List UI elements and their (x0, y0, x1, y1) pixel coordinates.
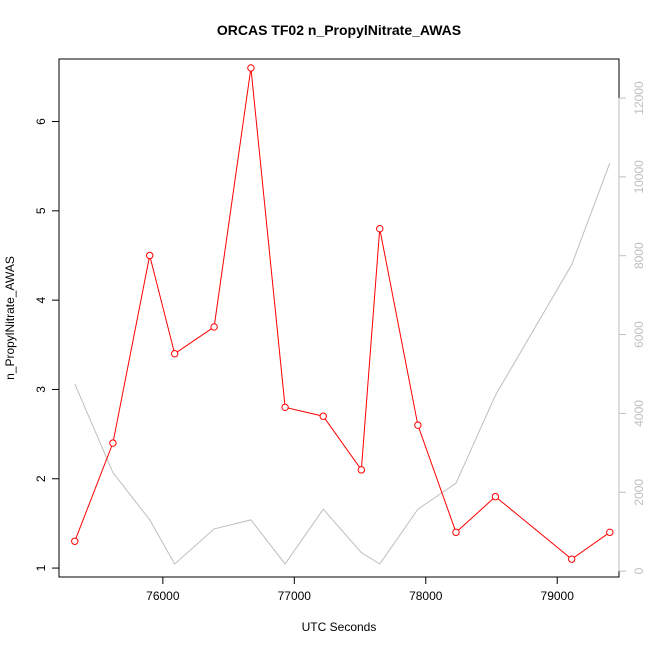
data-point (606, 528, 614, 537)
y2-tick-label: 12000 (632, 81, 646, 115)
y2-tick-label: 0 (632, 567, 646, 574)
x-tick-label: 76000 (146, 589, 180, 603)
data-point (109, 439, 117, 447)
y-tick-label: 3 (34, 386, 48, 393)
y-tick-label: 6 (34, 118, 48, 125)
plot-frame (58, 58, 620, 578)
y2-tick-label: 4000 (632, 400, 646, 427)
y-tick-label: 4 (34, 296, 48, 303)
x-axis: 76000 77000 78000 79000 (146, 576, 575, 603)
secondary-y-axis: 0 2000 4000 6000 8000 10000 12000 (618, 81, 646, 574)
data-point (414, 421, 422, 429)
data-point (146, 251, 154, 260)
series-layer (71, 64, 614, 565)
data-point (281, 403, 289, 412)
data-point (452, 528, 460, 537)
data-point (210, 323, 218, 331)
y2-tick-label: 8000 (632, 242, 646, 269)
y-tick-label: 1 (34, 564, 48, 571)
y2-tick-label: 10000 (632, 160, 646, 194)
x-tick-label: 79000 (541, 589, 575, 603)
x-tick-label: 77000 (278, 589, 312, 603)
y2-tick-label: 2000 (632, 479, 646, 506)
data-point (71, 537, 79, 545)
data-point (491, 492, 500, 501)
data-point (319, 412, 327, 420)
series-line (74, 67, 611, 560)
data-point (376, 224, 384, 233)
x-axis-label: UTC Seconds (302, 620, 377, 634)
y-tick-label: 2 (34, 475, 48, 482)
data-point (170, 350, 179, 358)
data-point (247, 64, 255, 72)
y2-tick-label: 6000 (632, 321, 646, 348)
x-tick-label: 78000 (409, 589, 443, 603)
data-point (567, 555, 576, 563)
secondary-series-line (74, 162, 611, 565)
y-axis: 1 2 3 4 5 6 (34, 118, 60, 571)
y-axis-label: n_PropylNitrate_AWAS (3, 256, 17, 380)
y-tick-label: 5 (34, 207, 48, 214)
chart-title: ORCAS TF02 n_PropylNitrate_AWAS (217, 22, 461, 38)
data-point (357, 466, 366, 474)
